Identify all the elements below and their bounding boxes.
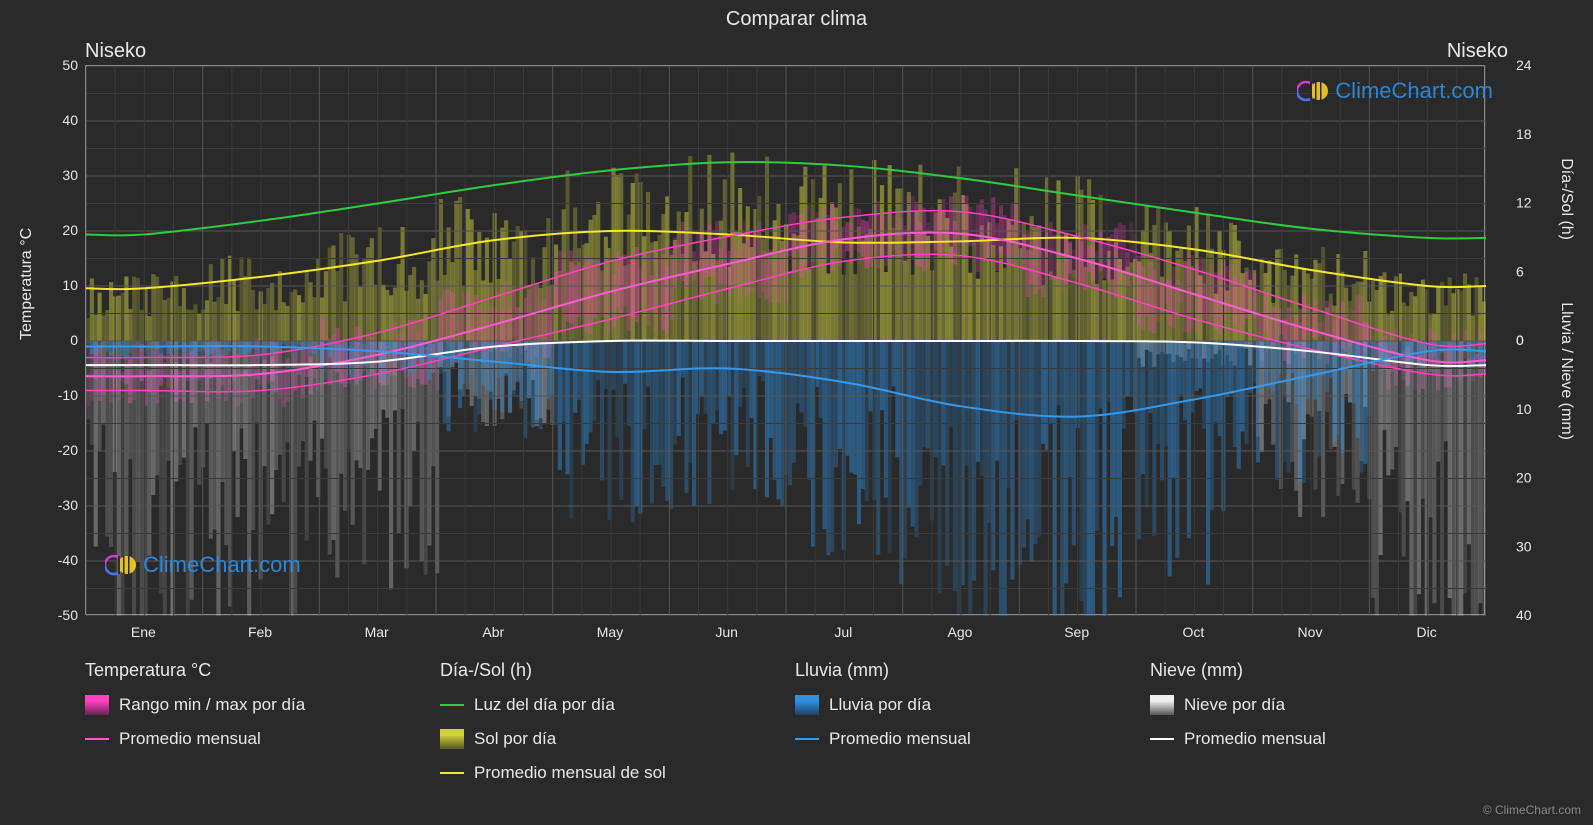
svg-text:-30: -30 <box>58 497 78 513</box>
legend-group: Día-/Sol (h) Luz del día por día Sol por d… <box>440 660 775 795</box>
legend-group: Lluvia (mm) Lluvia por día Promedio mensua… <box>795 660 1130 795</box>
legend-item-label: Lluvia por día <box>829 695 931 715</box>
legend-item-label: Nieve por día <box>1184 695 1285 715</box>
legend-group-header: Día-/Sol (h) <box>440 660 775 681</box>
svg-text:30: 30 <box>1516 538 1532 554</box>
legend-item: Nieve por día <box>1150 693 1485 717</box>
legend-item-label: Sol por día <box>474 729 556 749</box>
legend-line-swatch <box>440 772 464 774</box>
left-axis: -50-40-30-20-1001020304050 <box>0 0 85 825</box>
svg-text:Ago: Ago <box>948 624 973 640</box>
svg-text:0: 0 <box>70 332 78 348</box>
svg-text:30: 30 <box>62 167 78 183</box>
svg-text:Dic: Dic <box>1417 624 1437 640</box>
svg-text:Feb: Feb <box>248 624 272 640</box>
svg-text:6: 6 <box>1516 263 1524 279</box>
right-axis: 06121824010203040 <box>1508 0 1593 825</box>
svg-text:20: 20 <box>62 222 78 238</box>
location-label-left: Niseko <box>85 40 146 63</box>
legend: Temperatura °C Rango min / max por día Pro… <box>85 660 1485 795</box>
svg-text:50: 50 <box>62 57 78 73</box>
chart-title: Comparar clima <box>0 8 1593 31</box>
svg-text:Mar: Mar <box>365 624 389 640</box>
legend-item: Lluvia por día <box>795 693 1130 717</box>
svg-text:24: 24 <box>1516 57 1532 73</box>
legend-item-label: Rango min / max por día <box>119 695 305 715</box>
watermark-bottom-left: ClimeChart.com <box>105 552 301 578</box>
legend-item-label: Promedio mensual <box>1184 729 1326 749</box>
legend-line-swatch <box>85 738 109 740</box>
legend-item-label: Luz del día por día <box>474 695 615 715</box>
legend-line-swatch <box>440 704 464 706</box>
svg-text:Nov: Nov <box>1298 624 1323 640</box>
svg-text:Sep: Sep <box>1064 624 1089 640</box>
legend-swatch <box>85 695 109 715</box>
climechart-logo-icon <box>105 552 137 578</box>
svg-text:Jul: Jul <box>834 624 852 640</box>
legend-group-header: Nieve (mm) <box>1150 660 1485 681</box>
watermark-top-right: ClimeChart.com <box>1297 78 1493 104</box>
svg-text:Oct: Oct <box>1182 624 1204 640</box>
svg-text:10: 10 <box>62 277 78 293</box>
watermark-text: ClimeChart.com <box>1335 78 1493 104</box>
legend-item: Promedio mensual <box>1150 727 1485 751</box>
chart-plot-area <box>85 65 1485 615</box>
legend-swatch <box>795 695 819 715</box>
svg-text:-40: -40 <box>58 552 78 568</box>
chart-svg <box>86 66 1486 616</box>
svg-text:18: 18 <box>1516 126 1532 142</box>
copyright-text: © ClimeChart.com <box>1483 803 1581 817</box>
svg-text:Ene: Ene <box>131 624 156 640</box>
svg-text:-20: -20 <box>58 442 78 458</box>
legend-line-swatch <box>795 738 819 740</box>
legend-line-swatch <box>1150 738 1174 740</box>
legend-swatch <box>440 729 464 749</box>
legend-group-header: Lluvia (mm) <box>795 660 1130 681</box>
location-label-right: Niseko <box>1447 40 1508 63</box>
legend-item: Promedio mensual <box>795 727 1130 751</box>
legend-item: Promedio mensual <box>85 727 420 751</box>
svg-text:20: 20 <box>1516 470 1532 486</box>
svg-text:10: 10 <box>1516 401 1532 417</box>
svg-text:Abr: Abr <box>482 624 504 640</box>
climechart-logo-icon <box>1297 78 1329 104</box>
legend-group: Nieve (mm) Nieve por día Promedio mensual <box>1150 660 1485 795</box>
bottom-axis: Ene Feb Mar Abr May Jun Jul Ago Sep Oct Nov Dic <box>0 615 1593 655</box>
legend-item: Luz del día por día <box>440 693 775 717</box>
legend-item-label: Promedio mensual de sol <box>474 763 666 783</box>
legend-item-label: Promedio mensual <box>119 729 261 749</box>
legend-item: Sol por día <box>440 727 775 751</box>
svg-text:-10: -10 <box>58 387 78 403</box>
svg-text:Jun: Jun <box>715 624 738 640</box>
legend-swatch <box>1150 695 1174 715</box>
svg-text:0: 0 <box>1516 332 1524 348</box>
legend-item: Promedio mensual de sol <box>440 761 775 785</box>
legend-item-label: Promedio mensual <box>829 729 971 749</box>
svg-text:May: May <box>597 624 623 640</box>
legend-item: Rango min / max por día <box>85 693 420 717</box>
svg-text:12: 12 <box>1516 195 1532 211</box>
watermark-text: ClimeChart.com <box>143 552 301 578</box>
legend-group-header: Temperatura °C <box>85 660 420 681</box>
legend-group: Temperatura °C Rango min / max por día Pro… <box>85 660 420 795</box>
svg-text:40: 40 <box>62 112 78 128</box>
